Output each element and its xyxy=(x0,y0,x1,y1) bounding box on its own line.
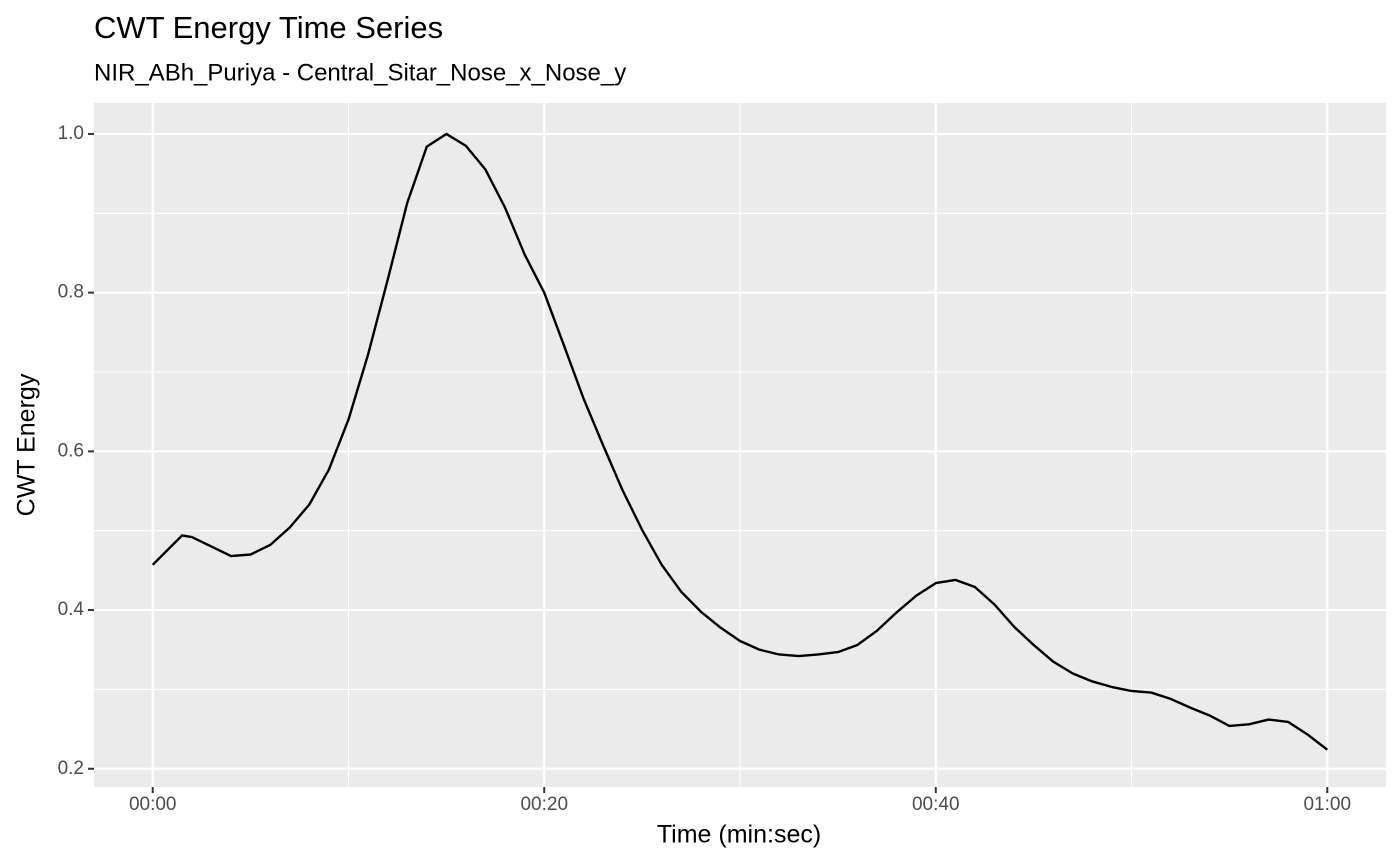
chart-subtitle: NIR_ABh_Puriya - Central_Sitar_Nose_x_No… xyxy=(94,59,626,86)
data-line xyxy=(151,132,1329,751)
chart-title: CWT Energy Time Series xyxy=(94,10,443,45)
x-tick-label: 00:00 xyxy=(129,794,177,815)
y-axis-title: CWT Energy xyxy=(13,373,41,516)
y-tick-label: 1.0 xyxy=(58,123,84,144)
x-tick-label: 00:40 xyxy=(912,794,960,815)
x-axis-title: Time (min:sec) xyxy=(657,821,821,849)
y-tick-label: 0.4 xyxy=(58,599,85,620)
x-tick-label: 00:20 xyxy=(520,794,568,815)
x-tick-label: 01:00 xyxy=(1303,794,1351,815)
y-tick-label: 0.8 xyxy=(58,282,84,303)
y-tick-label: 0.6 xyxy=(58,440,84,461)
y-tick-label: 0.2 xyxy=(58,758,84,779)
